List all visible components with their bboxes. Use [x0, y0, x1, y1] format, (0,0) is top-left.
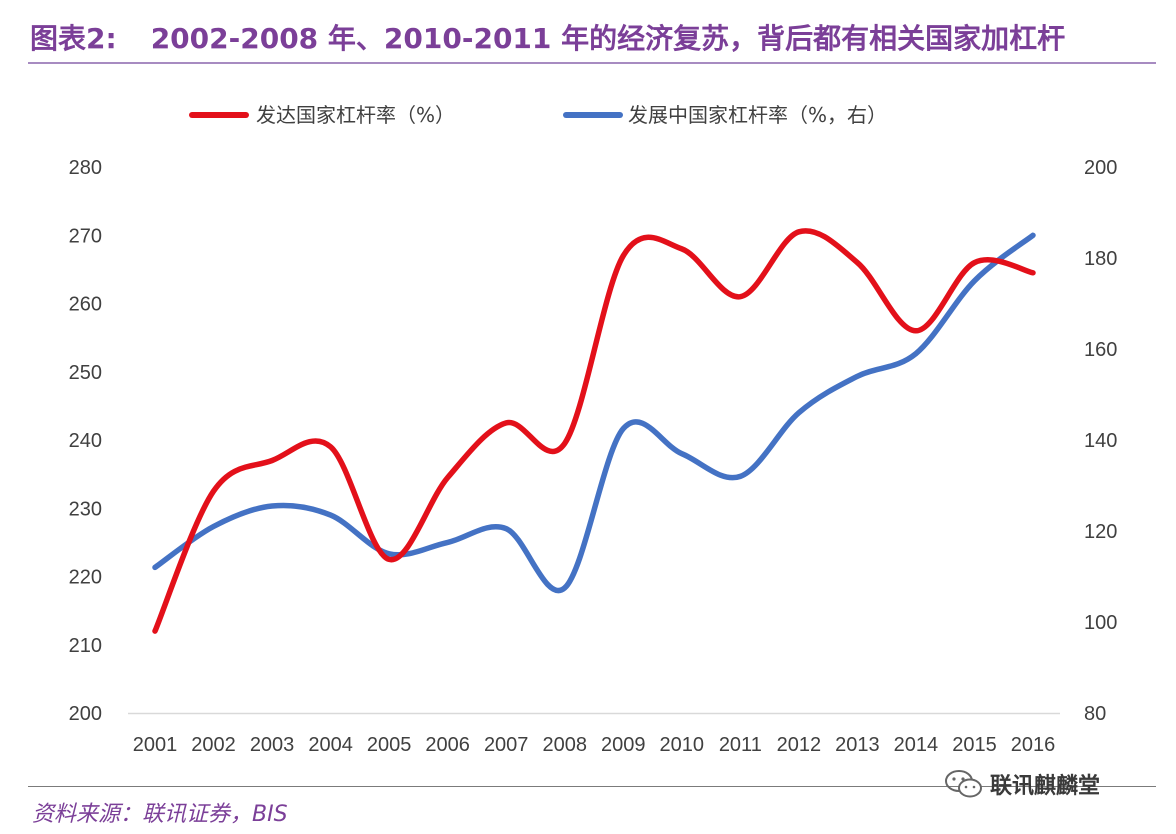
y-right-tick-label: 160 [1084, 339, 1117, 361]
x-tick-label: 2009 [601, 734, 646, 756]
y-right-tick-label: 180 [1084, 248, 1117, 270]
y-left-tick-label: 240 [69, 430, 102, 452]
y-left-tick-label: 230 [69, 498, 102, 520]
y-right-tick-label: 200 [1084, 157, 1117, 179]
x-tick-label: 2008 [542, 734, 587, 756]
legend-label-developed: 发达国家杠杆率（%） [256, 103, 455, 127]
x-tick-label: 2012 [777, 734, 822, 756]
x-tick-label: 2011 [719, 734, 762, 756]
y-right-tick-label: 140 [1084, 430, 1117, 452]
developing-leverage-line [152, 232, 1036, 594]
x-tick-label: 2001 [133, 734, 178, 756]
x-tick-label: 2007 [484, 734, 529, 756]
x-tick-label: 2005 [367, 734, 412, 756]
y-left-tick-label: 270 [69, 225, 102, 247]
x-tick-label: 2003 [250, 734, 295, 756]
series-layer [152, 228, 1036, 634]
x-tick-label: 2010 [660, 734, 705, 756]
source-note: 资料来源：联讯证券，BIS [32, 802, 288, 827]
footer-divider [28, 786, 1156, 787]
y-left-tick-label: 250 [69, 362, 102, 384]
y-left-tick-label: 200 [69, 703, 102, 725]
x-tick-label: 2016 [1011, 734, 1056, 756]
title-prefix: 图表2: [30, 22, 117, 55]
developed-leverage-line [152, 228, 1036, 634]
x-tick-label: 2006 [425, 734, 470, 756]
chart-title: 图表2: 2002-2008 年、2010-2011 年的经济复苏，背后都有相关国… [30, 14, 1065, 64]
x-tick-label: 2014 [894, 734, 939, 756]
x-tick-label: 2004 [308, 734, 353, 756]
legend-label-developing: 发展中国家杠杆率（%，右） [628, 103, 887, 127]
watermark: 联讯麒麟堂 [944, 766, 1100, 802]
y-left-tick-label: 220 [69, 567, 102, 589]
legend: 发达国家杠杆率（%） 发展中国家杠杆率（%，右） [189, 103, 887, 127]
x-tick-label: 2013 [835, 734, 880, 756]
title-text: 2002-2008 年、2010-2011 年的经济复苏，背后都有相关国家加杠杆 [150, 22, 1066, 55]
axes: 200 210 220 230 240 250 260 270 280 80 100 120 140 16… [69, 157, 1118, 756]
y-left-tick-label: 260 [69, 294, 102, 316]
wechat-icon [945, 770, 982, 798]
y-left-tick-label: 210 [69, 635, 102, 657]
title-divider [28, 62, 1156, 64]
y-right-tick-label: 100 [1084, 612, 1117, 634]
x-tick-label: 2002 [191, 734, 236, 756]
y-right-tick-label: 120 [1084, 521, 1117, 543]
watermark-text: 联讯麒麟堂 [990, 774, 1101, 799]
y-right-tick-label: 80 [1084, 703, 1106, 725]
x-tick-label: 2015 [952, 734, 997, 756]
y-left-tick-label: 280 [69, 157, 102, 179]
